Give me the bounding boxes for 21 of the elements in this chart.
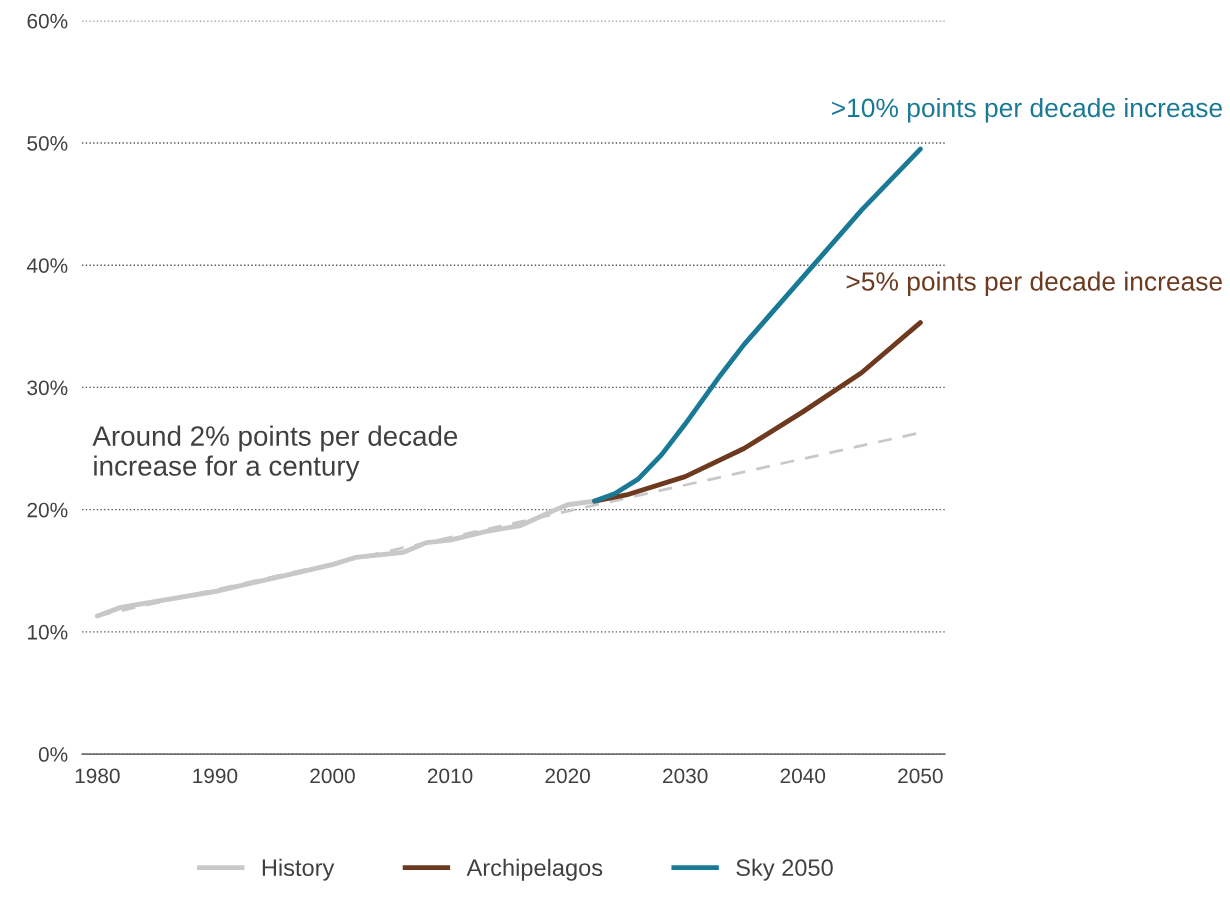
x-tick-label: 2020	[545, 768, 590, 784]
y-tick-label: 50%	[27, 135, 68, 151]
x-tick-label: 2040	[780, 768, 826, 784]
y-tick-label: 20%	[27, 502, 68, 518]
x-tick-label: 2000	[310, 768, 355, 784]
y-tick-label: 0%	[38, 747, 68, 762]
x-tick-label: 2010	[427, 768, 473, 784]
x-tick-label: 2050	[898, 768, 943, 784]
y-tick-label: 40%	[26, 258, 68, 273]
annotation: >5% points per decade increase	[846, 271, 1222, 297]
annotation: >10% points per decade increase	[831, 97, 1222, 123]
legend-label: Sky 2050	[736, 858, 833, 881]
legend-label: History	[262, 858, 335, 881]
y-tick-label: 10%	[28, 624, 68, 640]
y-tick-label: 30%	[27, 380, 68, 396]
x-tick-label: 1990	[193, 768, 238, 784]
x-tick-label: 2030	[663, 768, 708, 784]
x-tick-label: 1980	[75, 768, 120, 784]
y-tick-label: 60%	[27, 13, 68, 29]
legend-label: Archipelagos	[466, 858, 603, 881]
annotation: Around 2% points per decade increase for a century	[92, 425, 458, 482]
